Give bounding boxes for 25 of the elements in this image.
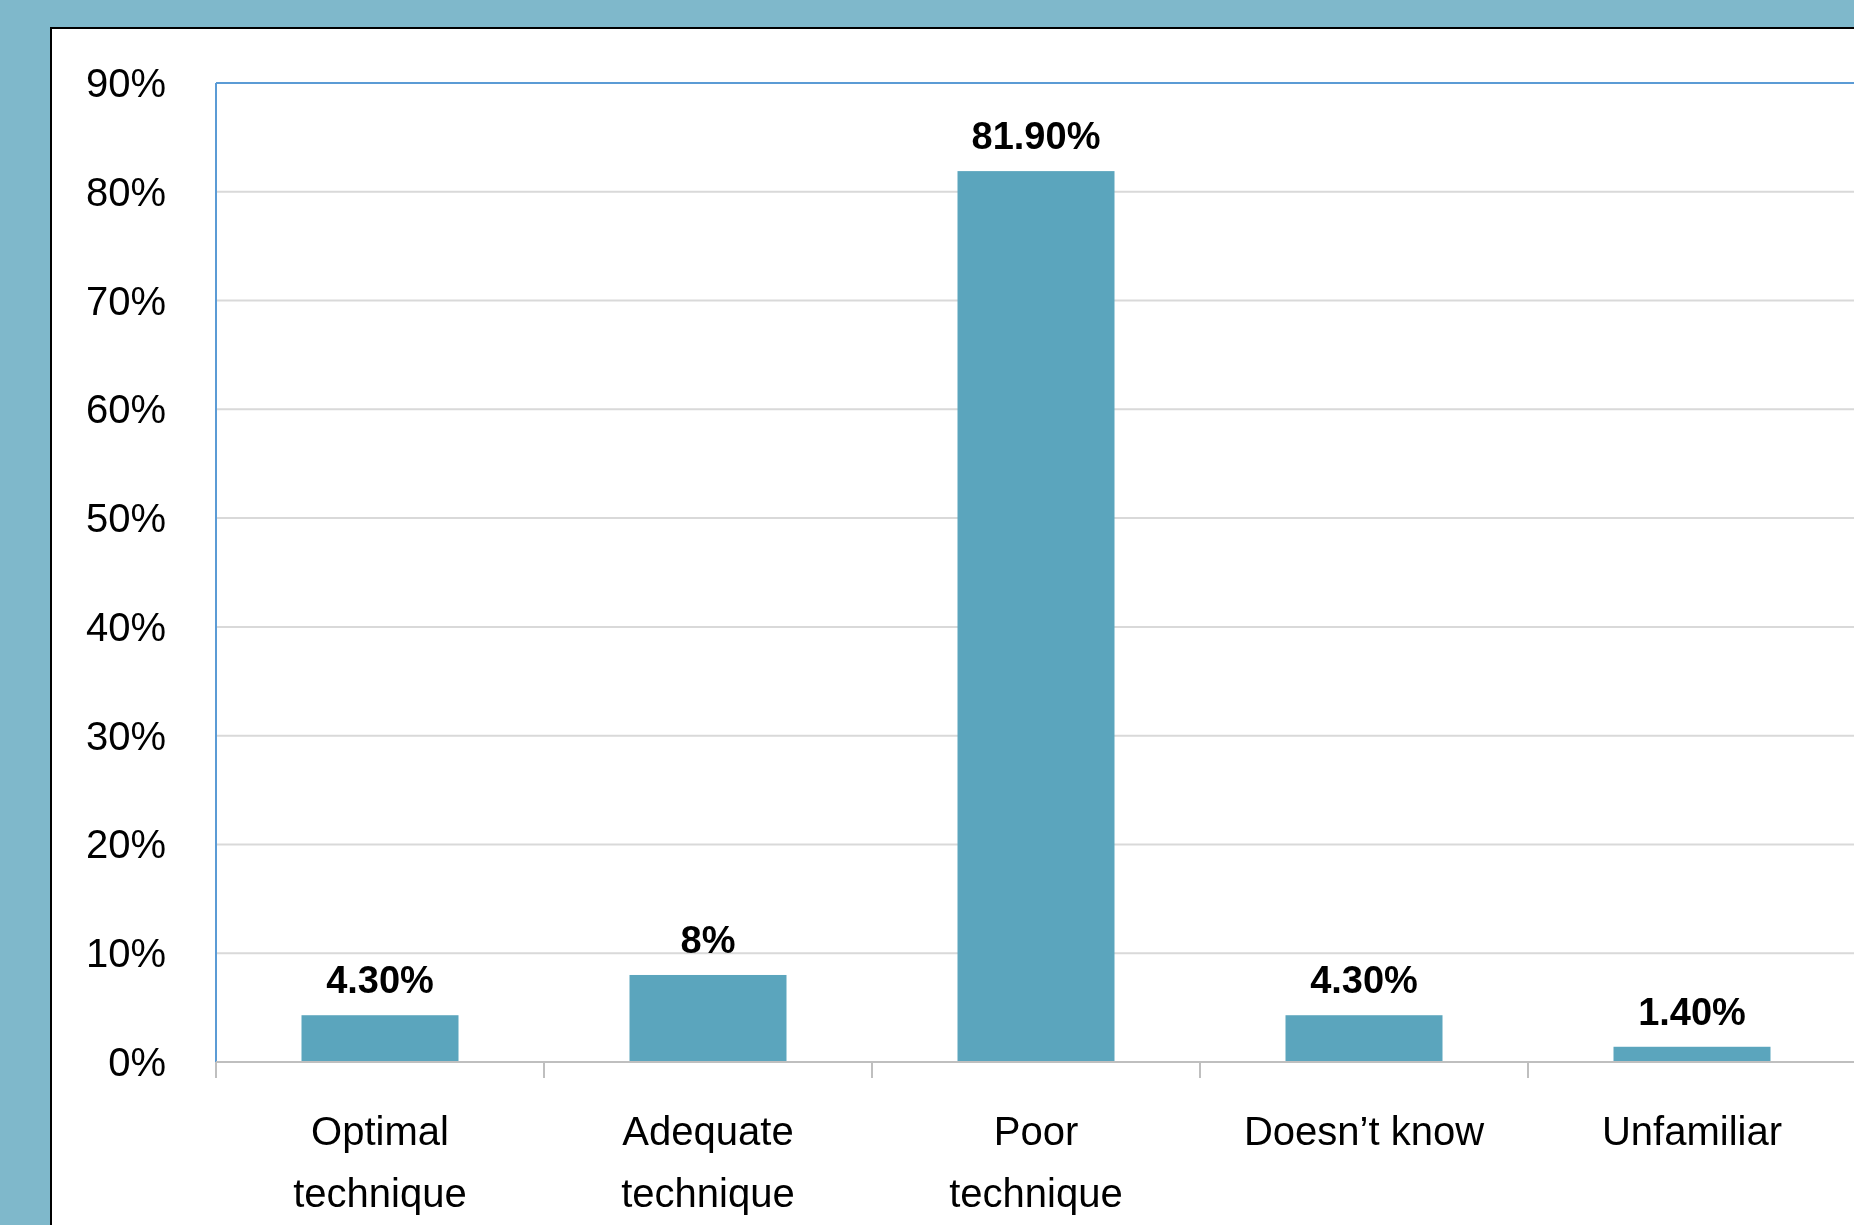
bar	[1613, 1046, 1771, 1062]
x-tick-label: Poor technique	[949, 1109, 1123, 1215]
bar	[957, 171, 1115, 1062]
y-tick-label: 30%	[85, 713, 166, 758]
x-tick-label: Adequate technique	[621, 1109, 795, 1215]
data-label: 81.90%	[971, 115, 1101, 158]
y-tick-label: 90%	[85, 61, 166, 105]
y-tick-label: 70%	[85, 278, 166, 323]
x-tick-label: Doesn’t know	[1243, 1109, 1485, 1153]
data-label: 4.30%	[326, 959, 434, 1002]
y-tick-label: 50%	[85, 496, 166, 541]
bar	[1285, 1015, 1443, 1062]
y-tick-label: 20%	[85, 822, 166, 867]
data-label: 4.30%	[1310, 959, 1418, 1002]
y-tick-label: 10%	[85, 931, 166, 976]
x-tick-label: Unfamiliar	[1601, 1109, 1783, 1153]
bar	[301, 1015, 459, 1062]
y-tick-label: 80%	[85, 169, 166, 214]
y-tick-label: 40%	[85, 604, 166, 649]
y-tick-label: 0%	[108, 1040, 166, 1084]
x-tick-label: Optimal technique	[293, 1109, 467, 1215]
data-label: 8%	[680, 918, 736, 961]
bar	[629, 974, 787, 1062]
data-label: 1.40%	[1638, 990, 1746, 1033]
y-tick-label: 60%	[85, 387, 166, 432]
